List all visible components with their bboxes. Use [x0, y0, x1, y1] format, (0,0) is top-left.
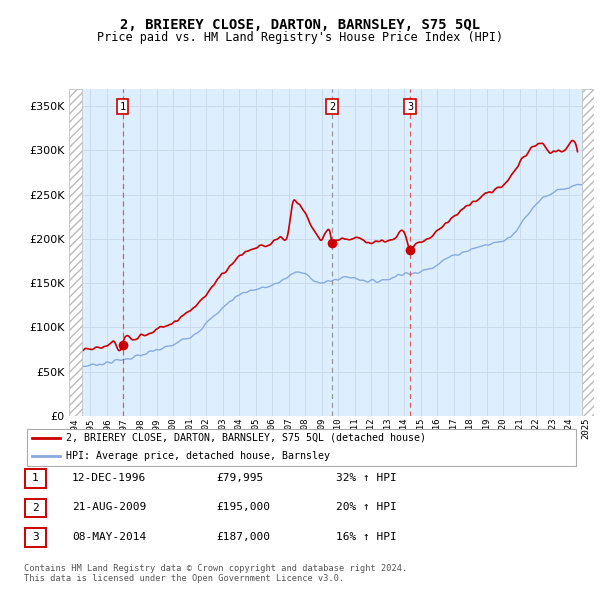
- FancyBboxPatch shape: [25, 469, 46, 488]
- Text: 21-AUG-2009: 21-AUG-2009: [72, 503, 146, 512]
- Text: £79,995: £79,995: [216, 473, 263, 483]
- Text: 1: 1: [119, 101, 126, 112]
- Text: £195,000: £195,000: [216, 503, 270, 512]
- Text: 20% ↑ HPI: 20% ↑ HPI: [336, 503, 397, 512]
- Text: 2, BRIEREY CLOSE, DARTON, BARNSLEY, S75 5QL (detached house): 2, BRIEREY CLOSE, DARTON, BARNSLEY, S75 …: [65, 433, 425, 443]
- Text: 2: 2: [329, 101, 335, 112]
- Text: Contains HM Land Registry data © Crown copyright and database right 2024.
This d: Contains HM Land Registry data © Crown c…: [24, 563, 407, 583]
- Text: 3: 3: [407, 101, 413, 112]
- Text: £187,000: £187,000: [216, 532, 270, 542]
- Text: 2, BRIEREY CLOSE, DARTON, BARNSLEY, S75 5QL: 2, BRIEREY CLOSE, DARTON, BARNSLEY, S75 …: [120, 18, 480, 32]
- Text: 08-MAY-2014: 08-MAY-2014: [72, 532, 146, 542]
- FancyBboxPatch shape: [25, 499, 46, 517]
- Bar: [581, 88, 594, 416]
- Text: 16% ↑ HPI: 16% ↑ HPI: [336, 532, 397, 542]
- Text: 12-DEC-1996: 12-DEC-1996: [72, 473, 146, 483]
- Text: HPI: Average price, detached house, Barnsley: HPI: Average price, detached house, Barn…: [65, 451, 329, 461]
- Bar: [69, 88, 82, 416]
- Text: 32% ↑ HPI: 32% ↑ HPI: [336, 473, 397, 483]
- FancyBboxPatch shape: [27, 429, 576, 466]
- Text: 3: 3: [32, 533, 39, 542]
- Text: 2: 2: [32, 503, 39, 513]
- Text: Price paid vs. HM Land Registry's House Price Index (HPI): Price paid vs. HM Land Registry's House …: [97, 31, 503, 44]
- FancyBboxPatch shape: [25, 528, 46, 547]
- Text: 1: 1: [32, 474, 39, 483]
